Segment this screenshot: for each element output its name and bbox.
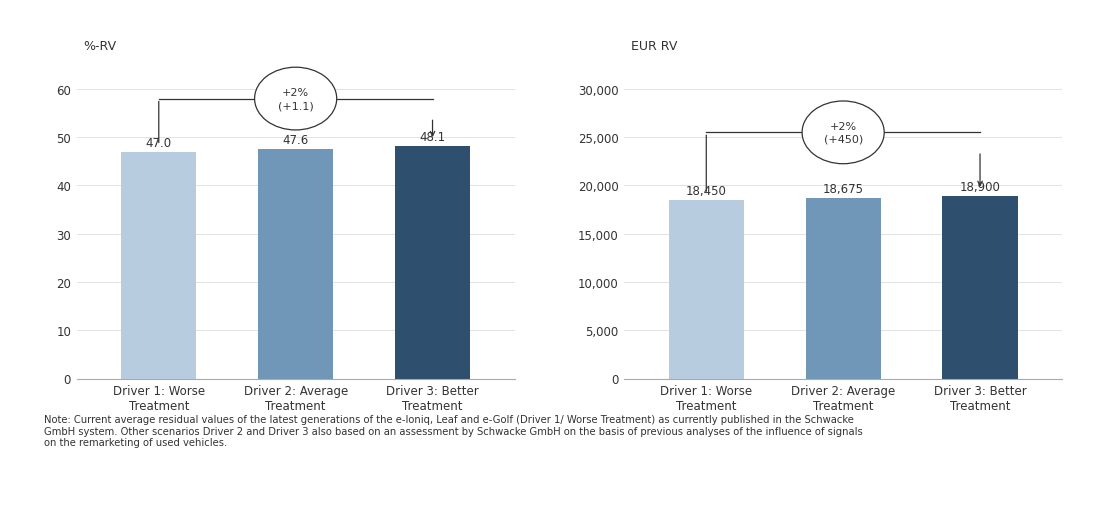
Text: 47.0: 47.0 — [146, 136, 172, 149]
Text: 48.1: 48.1 — [419, 131, 446, 144]
Ellipse shape — [802, 102, 885, 165]
Text: 18,900: 18,900 — [959, 181, 1001, 193]
Bar — [122, 153, 196, 379]
Bar — [669, 201, 744, 379]
Text: +2%
(+1.1): +2% (+1.1) — [278, 88, 313, 111]
Text: %-RV: %-RV — [83, 40, 117, 53]
Text: +2%
(+450): +2% (+450) — [823, 122, 863, 144]
Text: 47.6: 47.6 — [283, 133, 309, 146]
Text: Note: Current average residual values of the latest generations of the e-Ioniq, : Note: Current average residual values of… — [44, 414, 863, 447]
Text: EUR RV: EUR RV — [631, 40, 678, 53]
Bar — [943, 196, 1017, 379]
Bar — [806, 199, 880, 379]
Ellipse shape — [254, 68, 337, 131]
Text: 18,450: 18,450 — [685, 185, 727, 198]
Bar — [395, 147, 470, 379]
Text: 18,675: 18,675 — [822, 183, 864, 196]
Bar — [258, 149, 333, 379]
